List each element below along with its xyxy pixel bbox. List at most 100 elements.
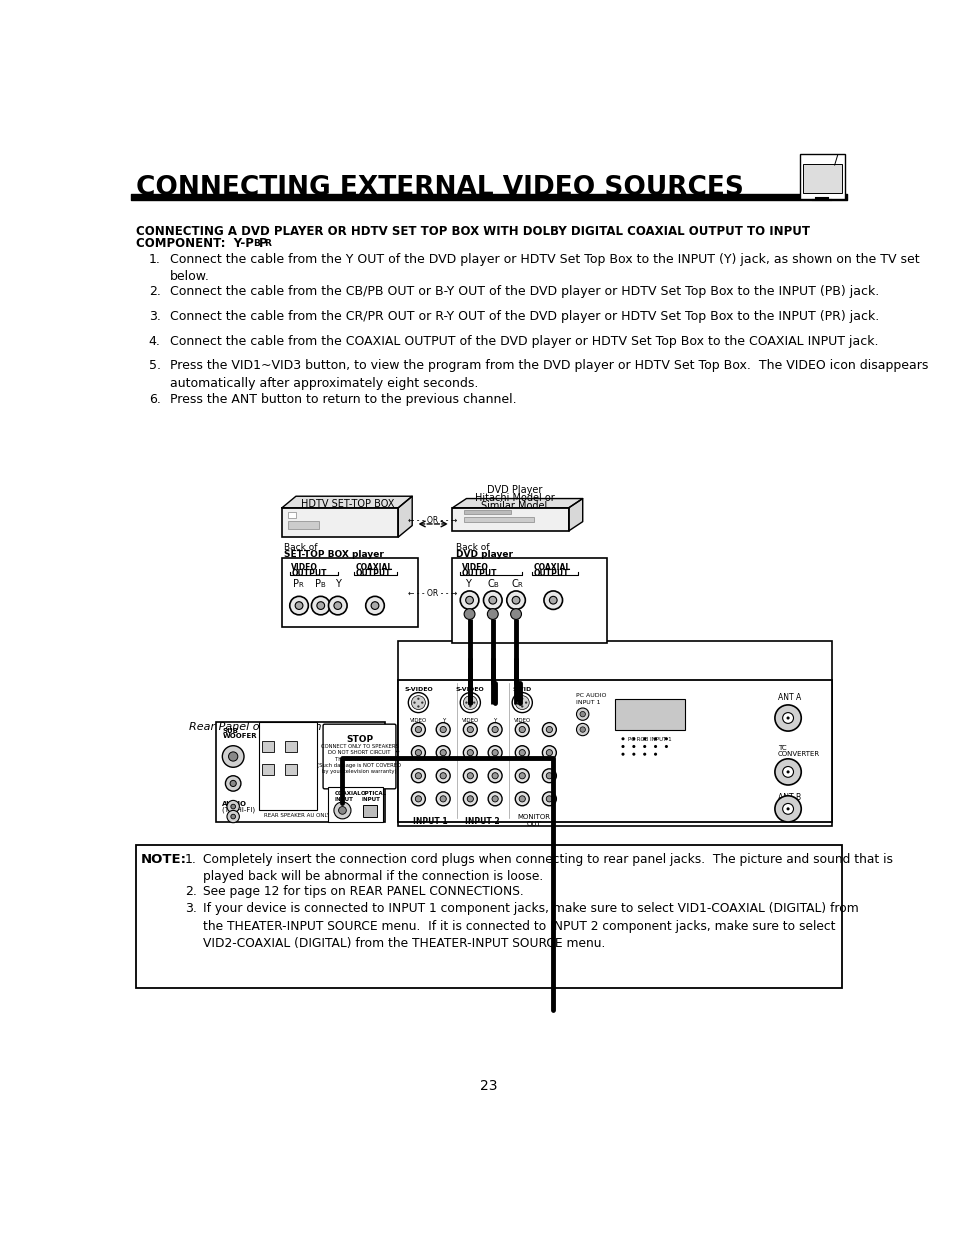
Text: NOTE:: NOTE: [141, 852, 187, 866]
Circle shape [654, 745, 657, 748]
Text: 6.: 6. [149, 393, 160, 406]
Circle shape [518, 726, 525, 732]
Circle shape [543, 592, 562, 609]
Text: ANT A: ANT A [778, 693, 801, 703]
Circle shape [227, 800, 239, 813]
Circle shape [411, 746, 425, 760]
Circle shape [311, 597, 330, 615]
Text: Similar Model: Similar Model [481, 501, 547, 511]
Circle shape [515, 746, 529, 760]
Bar [285, 764, 297, 776]
Text: COAXIAL: COAXIAL [534, 563, 571, 572]
Text: R: R [264, 240, 271, 248]
Circle shape [542, 746, 556, 760]
Circle shape [334, 601, 341, 609]
Circle shape [515, 769, 529, 783]
Circle shape [338, 806, 346, 814]
Circle shape [416, 698, 419, 700]
Text: Back of: Back of [456, 543, 489, 552]
Text: Y: Y [493, 718, 497, 722]
Circle shape [411, 769, 425, 783]
Bar [615, 699, 684, 730]
Circle shape [517, 701, 519, 704]
Circle shape [642, 752, 645, 756]
Circle shape [492, 726, 497, 732]
Text: ← - - OR - - →: ← - - OR - - → [408, 516, 457, 525]
Bar [288, 511, 295, 517]
Circle shape [781, 713, 793, 724]
Circle shape [542, 792, 556, 805]
Text: Connect the cable from the CB/PB OUT or B-Y OUT of the DVD player or HDTV Set To: Connect the cable from the CB/PB OUT or … [170, 285, 878, 299]
Circle shape [467, 773, 473, 779]
Circle shape [436, 769, 450, 783]
Circle shape [436, 722, 450, 736]
Text: 4.: 4. [149, 335, 160, 347]
Circle shape [542, 769, 556, 783]
Text: Press the ANT button to return to the previous channel.: Press the ANT button to return to the pr… [170, 393, 516, 406]
Circle shape [294, 601, 303, 609]
Circle shape [506, 592, 525, 609]
Circle shape [231, 814, 235, 819]
Circle shape [546, 795, 552, 802]
Circle shape [465, 701, 467, 704]
Text: TC: TC [778, 745, 786, 751]
Circle shape [328, 597, 347, 615]
Circle shape [408, 693, 428, 713]
Circle shape [467, 750, 473, 756]
Circle shape [546, 773, 552, 779]
Text: 5.: 5. [149, 359, 160, 372]
Circle shape [781, 804, 793, 814]
Circle shape [439, 750, 446, 756]
Circle shape [520, 705, 523, 708]
Circle shape [415, 750, 421, 756]
Text: INPUT: INPUT [360, 797, 379, 802]
Circle shape [774, 758, 801, 785]
Text: OUTPUT: OUTPUT [291, 569, 327, 578]
Text: B: B [253, 240, 260, 248]
Circle shape [439, 726, 446, 732]
Text: WOOFER: WOOFER [222, 734, 256, 740]
Text: P: P [258, 237, 267, 249]
Circle shape [510, 609, 521, 620]
Circle shape [664, 745, 667, 748]
Circle shape [463, 722, 476, 736]
Text: Y: Y [464, 579, 470, 589]
Text: AUDIO: AUDIO [222, 802, 247, 808]
Circle shape [439, 773, 446, 779]
Text: Hitachi Model or: Hitachi Model or [475, 493, 554, 503]
Bar [397, 641, 831, 826]
Bar [328, 787, 382, 823]
Circle shape [632, 745, 635, 748]
Text: VIDEO: VIDEO [461, 563, 488, 572]
Text: OUTPUT: OUTPUT [355, 569, 391, 578]
Circle shape [492, 795, 497, 802]
Text: B: B [493, 582, 497, 588]
Circle shape [420, 701, 423, 704]
Text: DVD Player: DVD Player [486, 485, 541, 495]
Circle shape [542, 722, 556, 736]
Circle shape [413, 701, 416, 704]
Text: OUTPUT: OUTPUT [534, 569, 569, 578]
Text: INPUT: INPUT [335, 797, 354, 802]
Circle shape [518, 773, 525, 779]
Circle shape [512, 693, 532, 713]
Circle shape [463, 769, 476, 783]
Text: Connect the cable from the COAXIAL OUTPUT of the DVD player or HDTV Set Top Box : Connect the cable from the COAXIAL OUTPU… [170, 335, 877, 347]
Circle shape [518, 750, 525, 756]
Text: SET-TOP BOX player: SET-TOP BOX player [284, 550, 384, 559]
Circle shape [549, 597, 557, 604]
Text: Connect the cable from the CR/PR OUT or R-Y OUT of the DVD player or HDTV Set To: Connect the cable from the CR/PR OUT or … [170, 310, 878, 322]
Circle shape [436, 792, 450, 805]
Circle shape [654, 737, 657, 740]
Circle shape [785, 808, 789, 810]
Circle shape [483, 592, 501, 609]
Text: INPUT 1: INPUT 1 [576, 699, 600, 704]
Text: CONNECTING A DVD PLAYER OR HDTV SET TOP BOX WITH DOLBY DIGITAL COAXIAL OUTPUT TO: CONNECTING A DVD PLAYER OR HDTV SET TOP … [136, 225, 809, 238]
Circle shape [632, 752, 635, 756]
Bar [285, 741, 297, 752]
Text: MONITOR
OUT: MONITOR OUT [517, 814, 550, 827]
Circle shape [416, 705, 419, 708]
FancyBboxPatch shape [323, 724, 395, 789]
Bar [261, 764, 274, 776]
Text: PC AUDIO: PC AUDIO [576, 693, 606, 698]
